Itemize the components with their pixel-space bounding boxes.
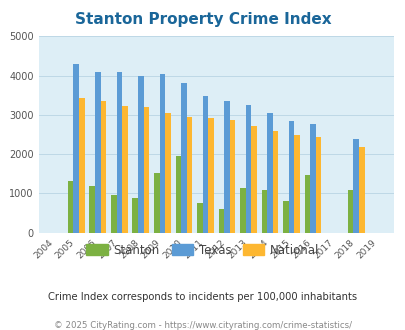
Bar: [116, 72, 122, 233]
Bar: [186, 117, 192, 233]
Bar: [68, 181, 73, 233]
Bar: [132, 198, 138, 233]
Bar: [100, 102, 106, 233]
Bar: [95, 72, 100, 233]
Bar: [266, 113, 272, 233]
Bar: [143, 107, 149, 233]
Bar: [229, 119, 235, 233]
Text: © 2025 CityRating.com - https://www.cityrating.com/crime-statistics/: © 2025 CityRating.com - https://www.city…: [54, 321, 351, 330]
Bar: [165, 113, 171, 233]
Bar: [272, 131, 278, 233]
Bar: [358, 147, 364, 233]
Bar: [196, 203, 202, 233]
Bar: [239, 188, 245, 233]
Bar: [89, 186, 95, 233]
Bar: [245, 105, 251, 233]
Bar: [122, 106, 128, 233]
Bar: [159, 74, 165, 233]
Bar: [347, 190, 352, 233]
Bar: [251, 126, 256, 233]
Bar: [111, 195, 116, 233]
Text: Stanton Property Crime Index: Stanton Property Crime Index: [75, 12, 330, 26]
Bar: [175, 156, 181, 233]
Bar: [294, 135, 299, 233]
Bar: [181, 83, 186, 233]
Bar: [282, 201, 288, 233]
Bar: [79, 98, 84, 233]
Bar: [309, 124, 315, 233]
Bar: [202, 96, 208, 233]
Bar: [218, 209, 224, 233]
Bar: [288, 121, 294, 233]
Bar: [304, 175, 309, 233]
Bar: [224, 101, 229, 233]
Bar: [315, 137, 321, 233]
Bar: [138, 76, 143, 233]
Legend: Stanton, Texas, National: Stanton, Texas, National: [81, 239, 324, 261]
Bar: [153, 173, 159, 233]
Text: Crime Index corresponds to incidents per 100,000 inhabitants: Crime Index corresponds to incidents per…: [48, 292, 357, 302]
Bar: [73, 64, 79, 233]
Bar: [261, 190, 266, 233]
Bar: [352, 139, 358, 233]
Bar: [208, 117, 213, 233]
